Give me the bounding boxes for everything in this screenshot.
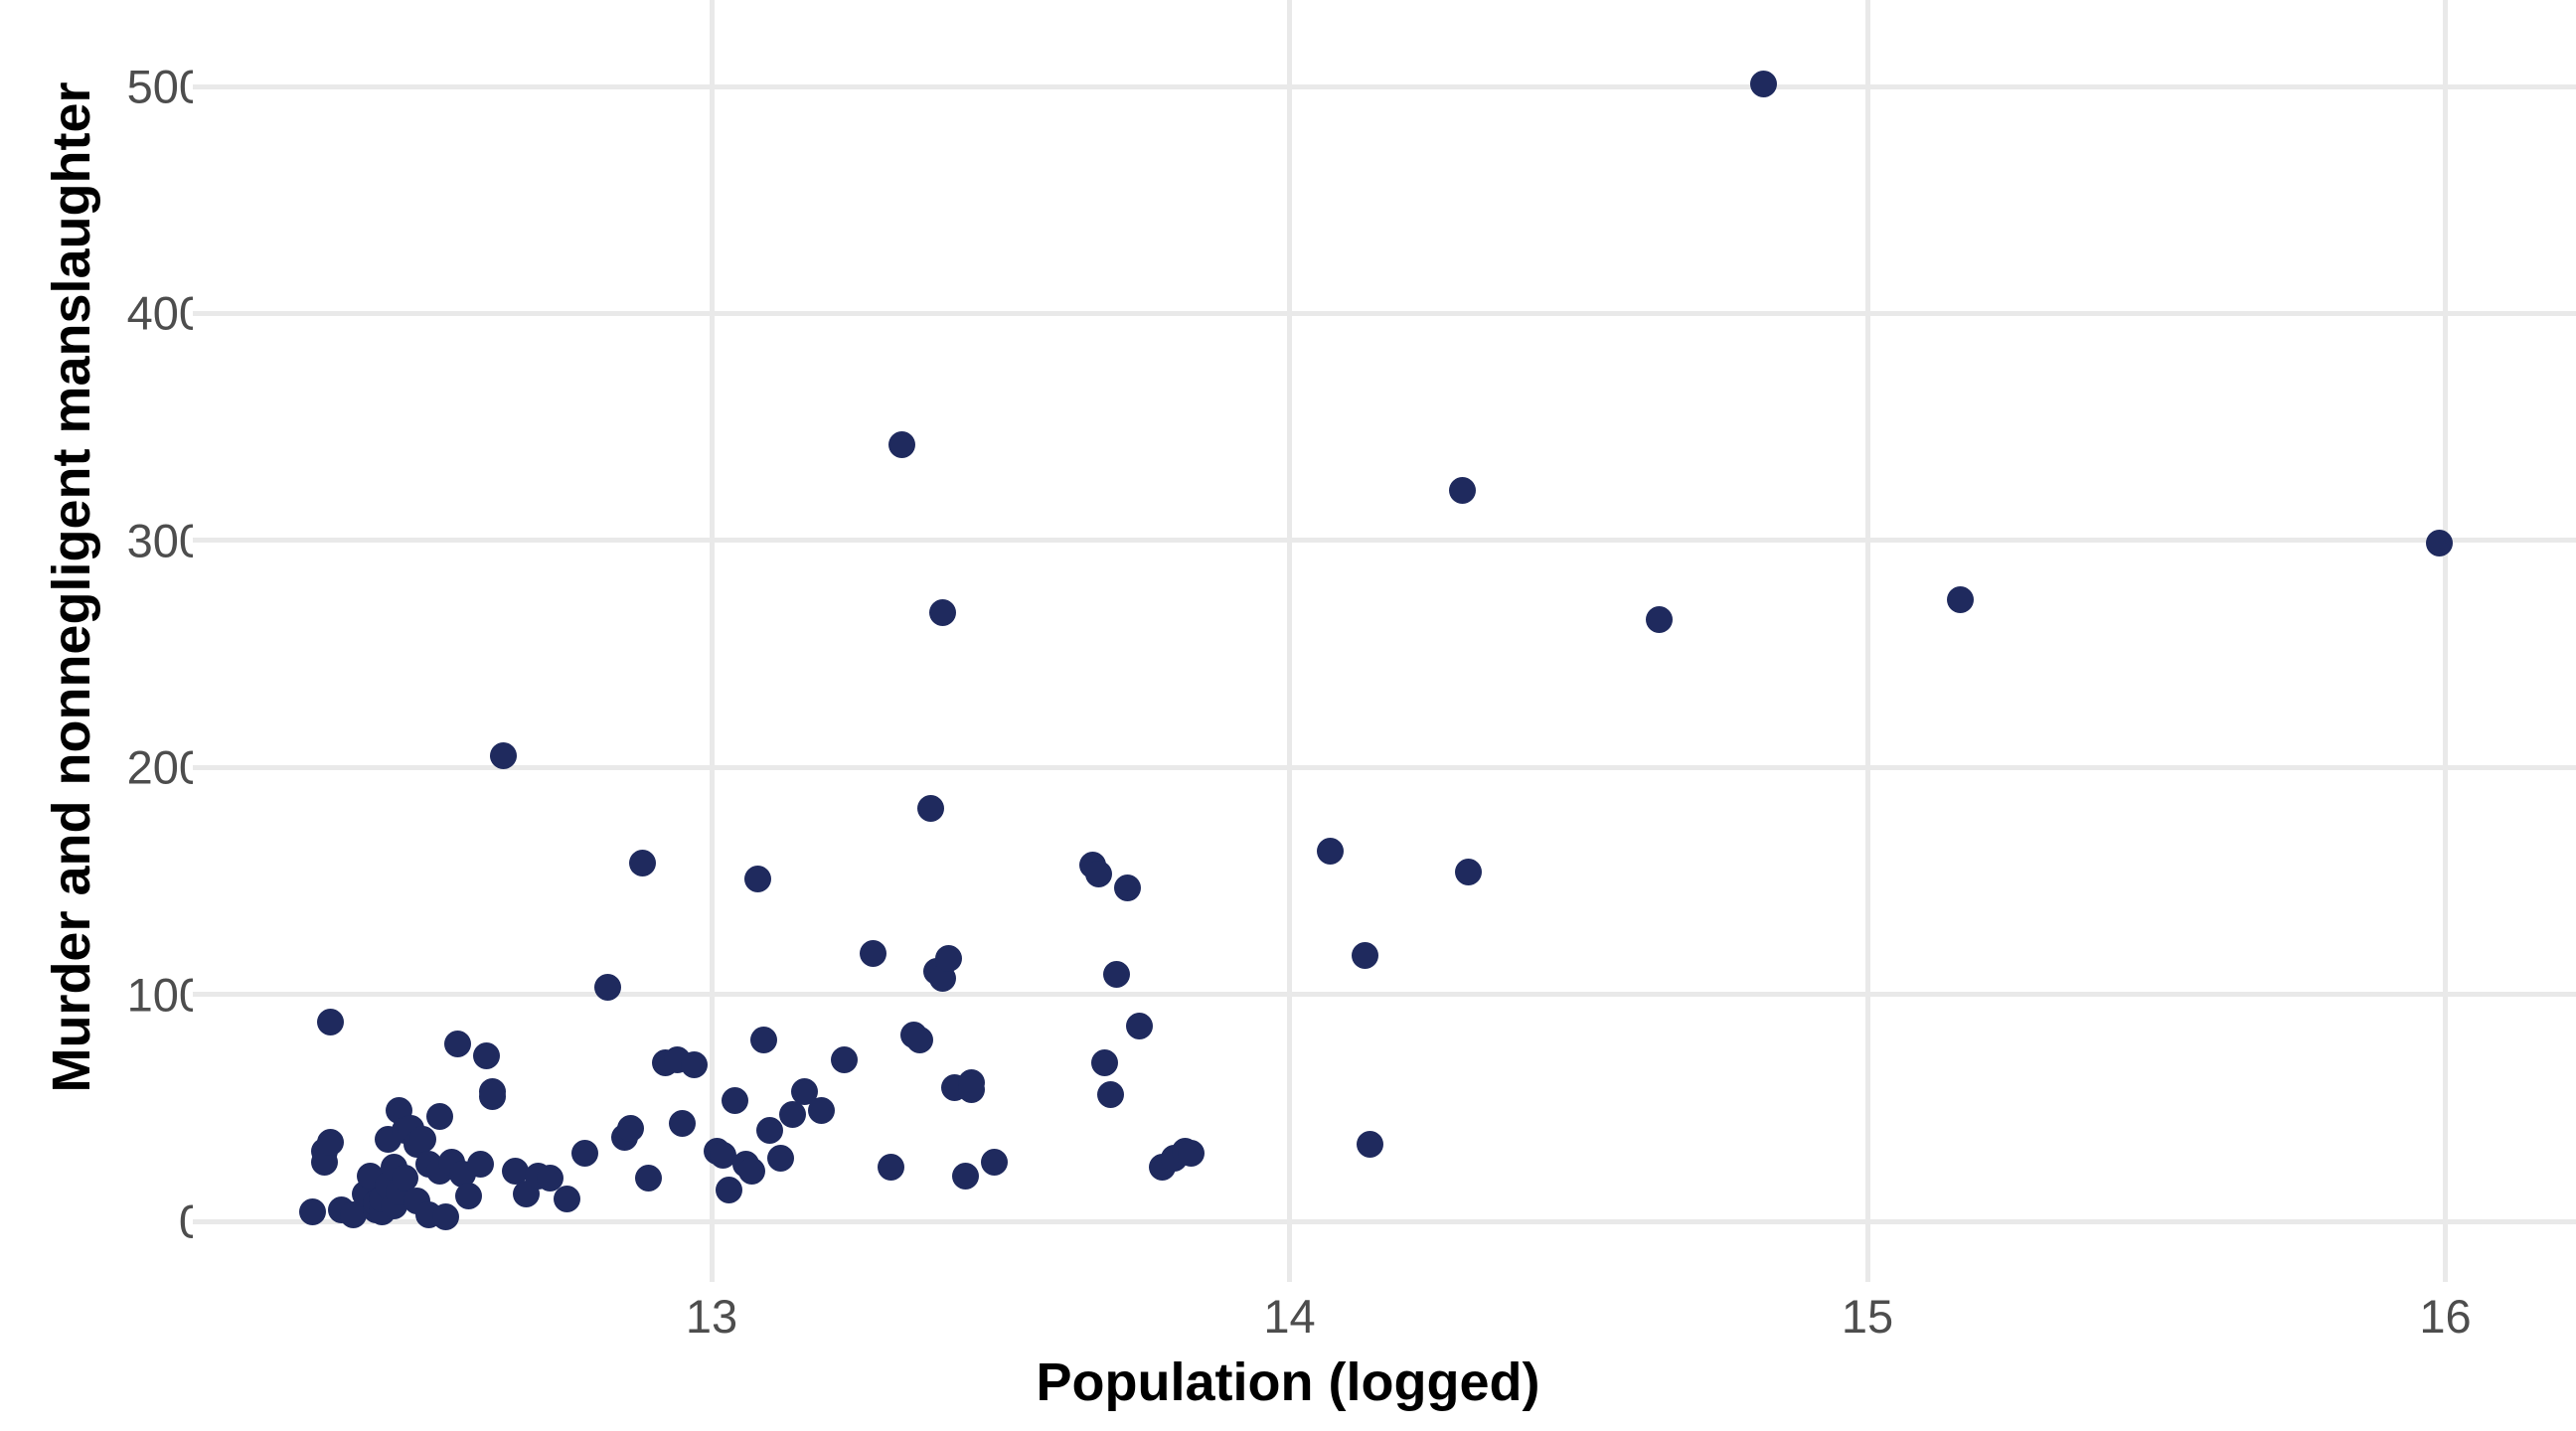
gridline-vertical-14 — [1287, 0, 1292, 1282]
gridline-vertical-16 — [2443, 0, 2448, 1282]
gridline-horizontal-0 — [193, 1218, 2576, 1224]
x-tick-label-13: 13 — [685, 1290, 738, 1343]
data-point — [1125, 1013, 1153, 1040]
data-point — [929, 599, 957, 627]
data-point — [905, 1026, 933, 1053]
data-point — [432, 1202, 459, 1230]
data-point — [1114, 874, 1142, 901]
data-point — [721, 1087, 748, 1115]
y-tick-label-500: 500 — [126, 60, 205, 113]
data-point — [490, 742, 518, 770]
data-point — [1646, 606, 1674, 634]
data-point — [408, 1126, 436, 1154]
data-point — [1102, 960, 1130, 988]
data-point — [958, 1076, 986, 1104]
data-point — [807, 1096, 835, 1124]
data-point — [570, 1139, 598, 1167]
data-point — [472, 1041, 500, 1069]
data-point — [1178, 1139, 1206, 1167]
data-point — [316, 1128, 344, 1156]
data-point — [755, 1117, 783, 1145]
data-point — [1357, 1130, 1384, 1158]
data-point — [888, 431, 916, 459]
data-point — [860, 939, 887, 967]
data-point — [1316, 838, 1344, 866]
data-point — [952, 1162, 980, 1190]
data-point — [669, 1110, 697, 1138]
data-point — [934, 944, 962, 972]
data-point — [466, 1151, 494, 1179]
data-point — [715, 1176, 742, 1203]
data-point — [767, 1144, 795, 1172]
data-point — [1946, 585, 1974, 613]
data-point — [478, 1078, 506, 1106]
gridline-horizontal-500 — [193, 83, 2576, 89]
data-point — [634, 1165, 662, 1192]
data-point — [299, 1198, 327, 1226]
data-point — [778, 1101, 806, 1129]
data-point — [2426, 529, 2454, 556]
gridline-horizontal-100 — [193, 992, 2576, 998]
data-point — [744, 865, 772, 892]
plot-area — [193, 0, 2576, 1282]
data-point — [738, 1158, 766, 1186]
data-point — [749, 1026, 777, 1053]
data-point — [681, 1050, 709, 1078]
data-point — [628, 849, 656, 876]
data-point — [710, 1142, 737, 1170]
gridline-vertical-13 — [709, 0, 715, 1282]
gridline-vertical-15 — [1864, 0, 1870, 1282]
data-point — [831, 1046, 859, 1074]
x-tick-label-14: 14 — [1263, 1290, 1316, 1343]
x-axis-title: Population (logged) — [1036, 1352, 1540, 1412]
gridline-horizontal-300 — [193, 538, 2576, 544]
data-point — [917, 794, 945, 822]
gridline-horizontal-400 — [193, 310, 2576, 316]
data-point — [981, 1149, 1009, 1177]
y-tick-label-0: 0 — [178, 1194, 205, 1248]
x-tick-label-15: 15 — [1841, 1290, 1894, 1343]
x-tick-label-16: 16 — [2419, 1290, 2472, 1343]
data-point — [426, 1103, 454, 1131]
data-point — [455, 1183, 483, 1210]
data-point — [617, 1114, 645, 1142]
data-point — [1090, 1048, 1118, 1076]
data-point — [1455, 858, 1483, 885]
y-axis-title: Murder and nonnegligent manslaughter — [42, 81, 101, 1093]
y-tick-label-400: 400 — [126, 286, 205, 340]
data-point — [1085, 861, 1113, 888]
data-point — [593, 974, 621, 1002]
data-point — [501, 1158, 529, 1186]
data-point — [877, 1153, 904, 1181]
y-tick-label-300: 300 — [126, 514, 205, 567]
data-point — [392, 1165, 419, 1192]
y-tick-label-100: 100 — [126, 968, 205, 1022]
data-point — [554, 1185, 581, 1212]
data-point — [443, 1031, 471, 1058]
data-point — [1449, 477, 1477, 505]
data-point — [1351, 942, 1378, 970]
data-point — [1096, 1080, 1124, 1108]
data-point — [316, 1008, 344, 1035]
y-tick-label-200: 200 — [126, 740, 205, 794]
data-point — [1749, 71, 1777, 98]
gridline-horizontal-200 — [193, 764, 2576, 770]
